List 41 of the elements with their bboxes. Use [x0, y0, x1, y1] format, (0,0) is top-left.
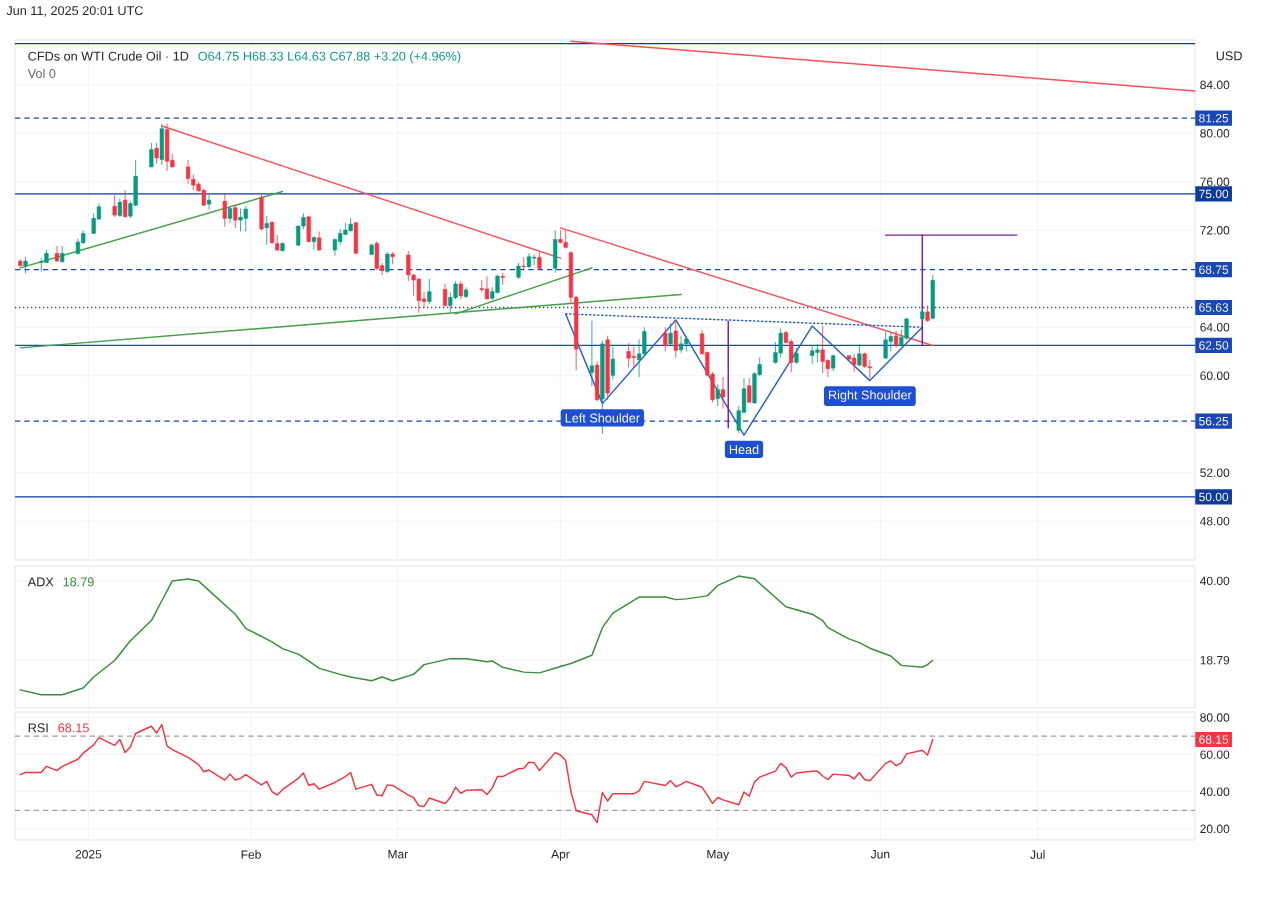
annotation: O64.75 H68.33 L64.63 C67.88 +3.20 (+4.96%)	[198, 51, 461, 64]
annotation: Right Shoulder	[829, 390, 912, 402]
y-tick-label: 76.00	[1200, 177, 1230, 187]
annotation: Vol 0	[27, 68, 56, 78]
y-tick-label: 72.00	[1200, 226, 1230, 235]
y-tick-label: 52.00	[1200, 468, 1230, 477]
ref-line-label: 75.00	[1199, 189, 1229, 199]
y-tick-label: 20.00	[1200, 824, 1230, 834]
x-tick-label: Apr	[551, 850, 570, 861]
y-tick-label: 64.00	[1200, 323, 1230, 332]
chart-subtitle: Jun 11, 2025 20:01 UTC	[6, 6, 143, 17]
y-tick-label: 18.79	[1200, 655, 1230, 665]
ref-line-label: 81.25	[1199, 113, 1229, 123]
y-tick-label: 60.00	[1200, 750, 1230, 759]
x-tick-label: Feb	[241, 850, 261, 859]
y-tick-label: 40.00	[1199, 576, 1230, 586]
annotation: 18.79	[63, 577, 94, 587]
y-axis-title: USD	[1216, 51, 1242, 61]
ref-line-label: 65.63	[1199, 303, 1229, 312]
x-tick-label: Jul	[1030, 850, 1045, 859]
y-tick-label: 60.00	[1200, 371, 1230, 380]
y-tick-label: 80.00	[1200, 713, 1230, 722]
text: ADX	[27, 577, 54, 587]
ref-line-label: 62.50	[1199, 341, 1229, 350]
ref-line-label: 50.00	[1199, 492, 1229, 502]
text: RSI	[28, 723, 48, 733]
ref-line-label: 56.25	[1199, 416, 1229, 426]
y-tick-label: 80.00	[1200, 129, 1230, 138]
x-tick-label: 2025	[75, 850, 102, 859]
y-tick-label: 48.00	[1199, 516, 1230, 526]
annotation: Left Shoulder	[565, 413, 640, 423]
annotation: 68.15	[58, 723, 89, 733]
y-tick-label: 40.00	[1199, 787, 1230, 797]
x-tick-label: Mar	[388, 850, 408, 859]
x-tick-label: Jun	[870, 850, 890, 859]
annotation: Head	[729, 444, 759, 455]
ref-line-label: 68.75	[1199, 265, 1229, 274]
text: CFDs on WTI Crude Oil · 1D	[28, 51, 189, 61]
x-tick-label: May	[707, 850, 730, 861]
annotation: 68.15	[1199, 735, 1229, 744]
y-tick-label: 84.00	[1200, 80, 1230, 90]
